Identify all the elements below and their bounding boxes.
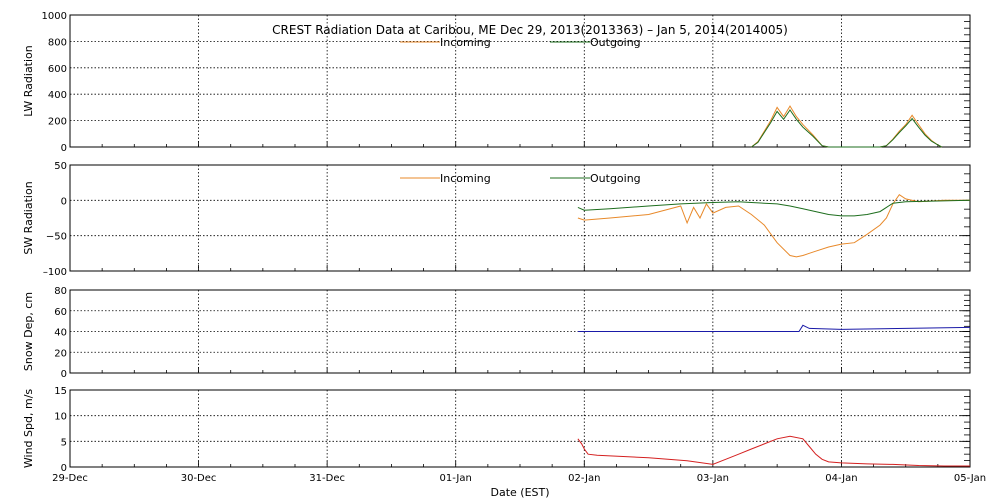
y-tick-label: 60: [54, 307, 67, 318]
panel-sw: –100 −50 0 50 SW Radiation Incoming Outgoing: [22, 161, 971, 278]
series-line-lw-1: [751, 109, 942, 148]
panel-lw: 0 200 400 600 800 1000 LW Radiation Incoming Out…: [22, 11, 971, 154]
y-tick-label: 0: [61, 196, 67, 207]
x-axis-label: Date (EST): [490, 486, 549, 499]
y-tick-label: 0: [61, 463, 67, 474]
y-axis-label: SW Radiation: [22, 181, 35, 254]
panel-frame: [69, 389, 971, 468]
y-tick-label: −50: [46, 232, 67, 243]
legend-label: Outgoing: [590, 172, 641, 185]
y-tick-label: 80: [54, 286, 67, 297]
panel-frame: [69, 289, 971, 374]
legend-label: Incoming: [440, 36, 491, 49]
legend-label: Outgoing: [590, 36, 641, 49]
x-tick-label: 30-Dec: [181, 473, 217, 484]
y-axis-label: LW Radiation: [22, 45, 35, 117]
series-line-sw-0: [577, 194, 970, 258]
x-tick-label: 04-Jan: [825, 473, 857, 484]
y-tick-label: 50: [54, 161, 67, 172]
y-tick-label: 600: [48, 64, 67, 75]
x-tick-label: 05-Jan: [954, 473, 986, 484]
chart-title: CREST Radiation Data at Caribou, ME Dec …: [272, 23, 788, 37]
x-tick-label: 02-Jan: [568, 473, 600, 484]
y-tick-label: 10: [54, 412, 67, 423]
y-tick-label: –100: [43, 267, 67, 278]
y-tick-label: 0: [61, 143, 67, 154]
panel-frame: [69, 14, 971, 148]
panel-wind: 0 5 10 15 Wind Spd, m/s: [22, 386, 971, 474]
y-tick-label: 1000: [42, 11, 67, 22]
x-tick-label: 29-Dec: [52, 473, 88, 484]
y-axis-label: Wind Spd, m/s: [22, 389, 35, 469]
y-tick-label: 800: [48, 37, 67, 48]
series-line-lw-0: [751, 105, 942, 148]
series-line-wind-0: [577, 435, 970, 467]
panel-frame: [69, 164, 971, 272]
y-tick-label: 200: [48, 117, 67, 128]
x-tick-label: 31-Dec: [309, 473, 345, 484]
series-line-snow-0: [577, 324, 971, 332]
panel-snow: 0 20 40 60 80 Snow Dep, cm: [22, 286, 971, 380]
y-axis-label: Snow Dep, cm: [22, 292, 35, 371]
legend-label: Incoming: [440, 172, 491, 185]
x-tick-label: 03-Jan: [697, 473, 729, 484]
x-tick-label: 01-Jan: [440, 473, 472, 484]
y-tick-label: 40: [54, 328, 67, 339]
y-tick-label: 15: [54, 386, 67, 397]
y-tick-label: 0: [61, 369, 67, 380]
y-tick-label: 20: [54, 348, 67, 359]
y-tick-label: 5: [61, 437, 67, 448]
series-line-sw-1: [577, 199, 971, 217]
y-tick-label: 400: [48, 90, 67, 101]
